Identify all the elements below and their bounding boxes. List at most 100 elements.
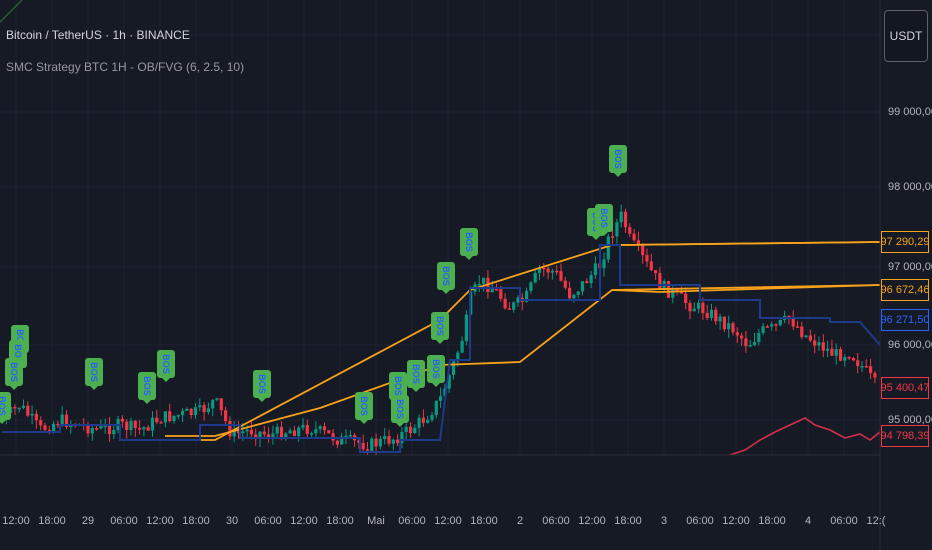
candle-body	[155, 417, 159, 423]
indicator-line	[729, 417, 881, 456]
candle-body	[628, 227, 632, 234]
bos-label: BOS	[435, 316, 446, 336]
candle-body	[593, 263, 597, 276]
bos-marker: BOS	[157, 350, 175, 382]
bos-label: BOS	[599, 208, 610, 228]
bos-marker: BOS	[355, 392, 373, 424]
candle-body	[688, 303, 692, 312]
time-tick: 12:00	[290, 515, 318, 527]
candle-body	[21, 405, 26, 408]
bos-label: BOS	[393, 376, 404, 396]
time-tick: 18:00	[614, 515, 642, 527]
candle-body	[765, 326, 769, 328]
candle-body	[318, 426, 322, 430]
bos-marker: BOS	[595, 204, 613, 236]
candle-body	[17, 407, 21, 410]
candle-body	[383, 436, 387, 439]
candle-body	[56, 423, 60, 426]
bos-label: BOS	[431, 359, 442, 379]
time-tick: 06:00	[830, 515, 858, 527]
candle-body	[860, 365, 864, 368]
candle-body	[310, 433, 314, 435]
candle-body	[150, 417, 155, 431]
candle-body	[757, 332, 761, 342]
candle-body	[434, 400, 438, 416]
symbol-title[interactable]: Bitcoin / TetherUS · 1h · BINANCE	[6, 28, 190, 42]
indicator-title[interactable]: SMC Strategy BTC 1H - OB/FVG (6, 2.5, 10…	[6, 60, 245, 74]
candle-body	[499, 289, 503, 299]
candle-body	[447, 374, 451, 389]
candle-body	[623, 211, 628, 228]
time-tick: 06:00	[254, 515, 282, 527]
time-tick: 2	[516, 515, 524, 527]
candle-body	[443, 388, 447, 397]
candle-body	[649, 261, 653, 271]
bos-label: BOS	[613, 149, 624, 169]
candle-body	[159, 422, 163, 424]
candle-body	[576, 291, 580, 295]
candle-body	[555, 270, 559, 273]
time-tick: 18:00	[758, 515, 786, 527]
time-tick: 12:(	[866, 515, 886, 527]
candle-body	[258, 431, 262, 439]
candle-body	[236, 429, 241, 434]
candle-body	[331, 433, 335, 441]
time-tick: 12:00	[578, 515, 606, 527]
candle-body	[146, 427, 150, 431]
time-tick: 12:00	[2, 515, 30, 527]
price-tick: 97 000,00	[888, 261, 932, 273]
candle-body	[512, 302, 516, 310]
bos-marker: BOS	[391, 395, 409, 427]
candle-body	[224, 410, 228, 421]
currency-button[interactable]: USDT	[884, 10, 928, 62]
candle-body	[572, 294, 576, 299]
candle-body	[516, 297, 520, 303]
candle-body	[568, 287, 572, 299]
candle-body	[804, 335, 808, 338]
candle-body	[404, 426, 408, 433]
candle-body	[288, 430, 292, 434]
time-tick: 06:00	[110, 515, 138, 527]
candle-body	[215, 398, 219, 400]
candle-body	[602, 259, 606, 269]
candle-body	[125, 421, 129, 430]
candle-body	[249, 429, 253, 435]
candle-body	[585, 281, 589, 284]
candle-body	[297, 427, 301, 436]
candle-body	[697, 302, 701, 309]
candle-body	[744, 338, 748, 347]
candle-body	[408, 426, 413, 434]
candle-body	[163, 411, 167, 423]
candle-body	[361, 443, 365, 450]
candle-body	[727, 323, 731, 330]
price-tick: 98 000,00	[888, 181, 932, 193]
candle-body	[580, 281, 585, 292]
candle-body	[731, 323, 735, 333]
candle-body	[615, 222, 619, 237]
candle-body	[95, 428, 99, 430]
candle-body	[417, 417, 421, 428]
candle-body	[525, 290, 529, 302]
time-tick: 12:00	[722, 515, 750, 527]
candle-body	[774, 324, 778, 326]
candle-body	[563, 280, 567, 288]
time-tick: 18:00	[470, 515, 498, 527]
price-badge-support: 96 672,46	[881, 279, 929, 301]
candle-body	[387, 436, 391, 444]
candle-body	[129, 420, 133, 430]
orange-trendline-upper	[165, 241, 881, 441]
price-tick: 99 000,00	[888, 106, 932, 118]
bos-label: BOS	[411, 364, 422, 384]
candle-body	[709, 309, 714, 319]
time-tick: 18:00	[38, 515, 66, 527]
candle-body	[464, 314, 468, 341]
indicator-badge: 94 798,39	[881, 425, 929, 447]
bos-marker: BOS	[609, 145, 627, 177]
bos-label: BOS	[441, 266, 452, 286]
candle-body	[645, 255, 649, 262]
candle-body	[490, 289, 494, 293]
candle-body	[546, 268, 550, 273]
bos-marker: BOS	[431, 312, 449, 344]
